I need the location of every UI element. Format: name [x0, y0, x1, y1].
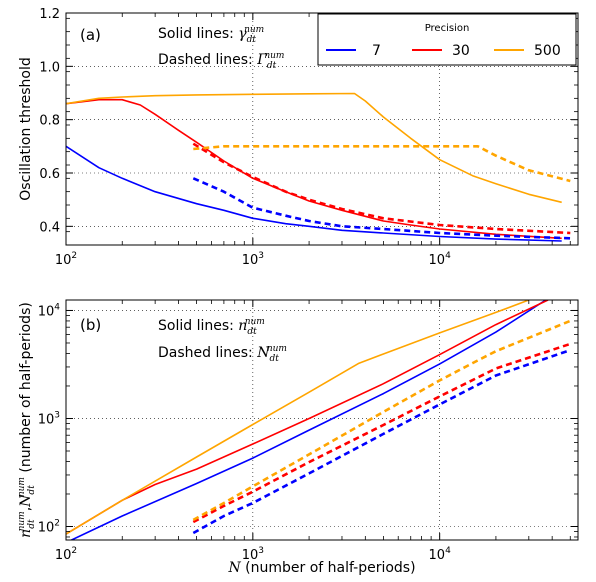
panel-a-xtick-label: 103 — [242, 251, 264, 268]
panel-b-series — [66, 300, 571, 540]
legend-box — [317, 13, 577, 66]
legend: Precision 7 30 500 — [317, 13, 577, 66]
legend-label-500: 500 — [534, 43, 561, 59]
panel-b-label: (b) — [80, 316, 101, 334]
panel-b-xtick-label: 102 — [55, 546, 77, 563]
panel-b-series-30-solid — [66, 300, 549, 535]
panel-b-series-30-dashed — [192, 342, 571, 524]
panel-b-frame — [65, 299, 579, 541]
panel-b-xtick-label: 104 — [429, 546, 452, 563]
panel-b-xtick-label: 103 — [242, 546, 264, 563]
panel-a-xtick-label: 104 — [429, 251, 452, 268]
panel-a-ytick-label: 0.6 — [39, 167, 60, 182]
panel-a-series — [66, 92, 571, 242]
panel-a-ticks: 102 103 104 0.4 0.6 0.8 1.0 1.2 — [39, 7, 578, 268]
panel-a: 102 103 104 0.4 0.6 0.8 1.0 1.2 (a) Solid lines… — [18, 7, 579, 268]
panel-b-series-7-solid — [69, 300, 547, 540]
legend-label-30: 30 — [452, 43, 470, 59]
panel-a-series-500-dashed — [193, 145, 571, 183]
panel-b-ytick-label: 104 — [38, 302, 61, 319]
panel-b-xlabel: N (number of half-periods) — [227, 560, 415, 576]
legend-label-7: 7 — [372, 43, 381, 59]
panel-b-ylabel: ndtnum,Ndtnum (number of half-periods) — [17, 302, 37, 538]
panel-a-label: (a) — [80, 26, 101, 44]
panel-a-series-500-solid — [66, 92, 562, 204]
panel-b: 102 103 104 102 103 104 (b) Solid lines: ndtn… — [17, 299, 579, 576]
panel-a-ytick-label: 0.4 — [39, 220, 60, 235]
panel-b-annotation-solid: Solid lines: ndtnum — [158, 317, 265, 337]
panel-a-frame — [65, 12, 579, 246]
panel-a-series-7-dashed — [192, 177, 571, 240]
panel-b-annotation-dashed: Dashed lines: Ndtnum — [158, 344, 287, 364]
panel-b-ytick-label: 102 — [38, 519, 60, 536]
panel-a-ytick-label: 1.0 — [39, 60, 60, 75]
panel-b-ytick-label: 103 — [38, 410, 60, 427]
panel-b-grid — [65, 300, 578, 540]
panel-a-xtick-label: 102 — [55, 251, 77, 268]
panel-a-ytick-label: 1.2 — [39, 7, 60, 22]
panel-a-ytick-label: 0.8 — [39, 114, 60, 129]
panel-a-series-30-solid — [66, 98, 562, 240]
panel-b-series-500-solid — [66, 300, 530, 535]
panel-b-ticks: 102 103 104 102 103 104 — [38, 300, 578, 563]
legend-title: Precision — [425, 23, 470, 34]
panel-a-series-7-solid — [66, 145, 562, 242]
panel-a-annotation-solid: Solid lines: γdtnum — [158, 25, 264, 45]
panel-a-series-30-dashed — [192, 142, 571, 235]
panel-a-ylabel: Oscillation threshold — [18, 57, 34, 200]
panel-b-series-7-dashed — [192, 348, 571, 535]
panel-a-annotation-dashed: Dashed lines: Γdtnum — [158, 51, 284, 71]
